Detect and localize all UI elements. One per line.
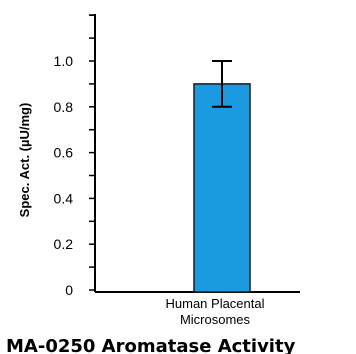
y-tick-label: 1.0 (54, 53, 74, 69)
y-axis-title: Spec. Act. (µU/mg) (17, 103, 32, 218)
y-tick-label: 0.8 (54, 99, 74, 115)
category-label: Microsomes (180, 312, 251, 327)
labels: 0 0.2 0.4 0.6 0.8 1.0 Human PlacentalMicrosome… (54, 53, 265, 327)
y-tick-label: 0.6 (54, 145, 74, 161)
axes (89, 14, 300, 293)
bars (193, 60, 251, 293)
y-tick-label: 0.2 (54, 236, 74, 252)
bar (193, 83, 251, 293)
category-label: Human Placental (166, 296, 265, 311)
y-tick-label: 0 (65, 282, 73, 298)
y-tick-label: 0.4 (54, 190, 74, 206)
chart-title: MA-0250 Aromatase Activity (6, 336, 296, 354)
